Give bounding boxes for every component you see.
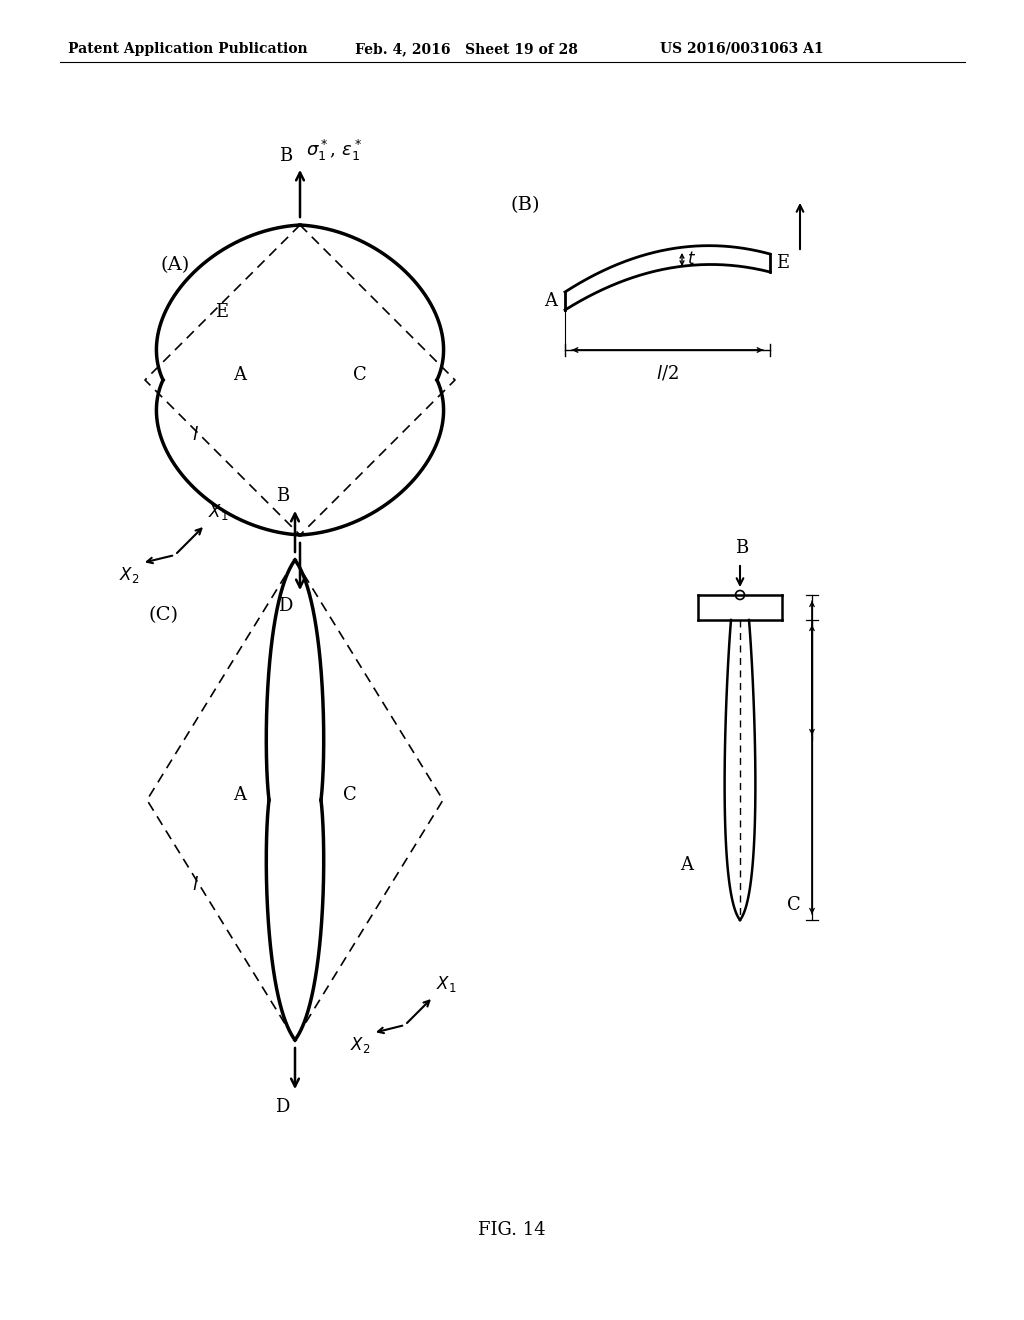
Text: (A): (A): [160, 256, 189, 275]
Text: A: A: [233, 785, 247, 804]
Text: $l$/2: $l$/2: [655, 364, 678, 383]
Text: A: A: [544, 292, 557, 310]
Text: D: D: [274, 1098, 289, 1115]
Text: (C): (C): [148, 606, 178, 624]
Text: E: E: [776, 253, 790, 272]
Text: (B): (B): [510, 195, 540, 214]
Text: E: E: [215, 304, 228, 321]
Text: D: D: [278, 597, 292, 615]
Text: C: C: [353, 366, 367, 384]
Text: $t$: $t$: [687, 251, 696, 268]
Text: $l$: $l$: [191, 426, 199, 444]
Text: B: B: [275, 487, 289, 506]
Text: FIG. 14: FIG. 14: [478, 1221, 546, 1239]
Text: $l$: $l$: [191, 876, 199, 894]
Text: $X_1$: $X_1$: [436, 974, 457, 994]
Text: US 2016/0031063 A1: US 2016/0031063 A1: [660, 42, 823, 55]
Text: C: C: [787, 896, 801, 913]
Text: $X_1$: $X_1$: [208, 502, 228, 521]
Text: B: B: [279, 147, 292, 165]
Text: $X_2$: $X_2$: [349, 1035, 370, 1055]
Text: Patent Application Publication: Patent Application Publication: [68, 42, 307, 55]
Text: A: A: [233, 366, 247, 384]
Text: B: B: [735, 539, 749, 557]
Text: $X_2$: $X_2$: [119, 565, 139, 585]
Text: A: A: [680, 855, 693, 874]
Text: $\sigma_1^*$, $\varepsilon_1^*$: $\sigma_1^*$, $\varepsilon_1^*$: [306, 137, 362, 162]
Text: Feb. 4, 2016   Sheet 19 of 28: Feb. 4, 2016 Sheet 19 of 28: [355, 42, 578, 55]
Text: C: C: [343, 785, 357, 804]
